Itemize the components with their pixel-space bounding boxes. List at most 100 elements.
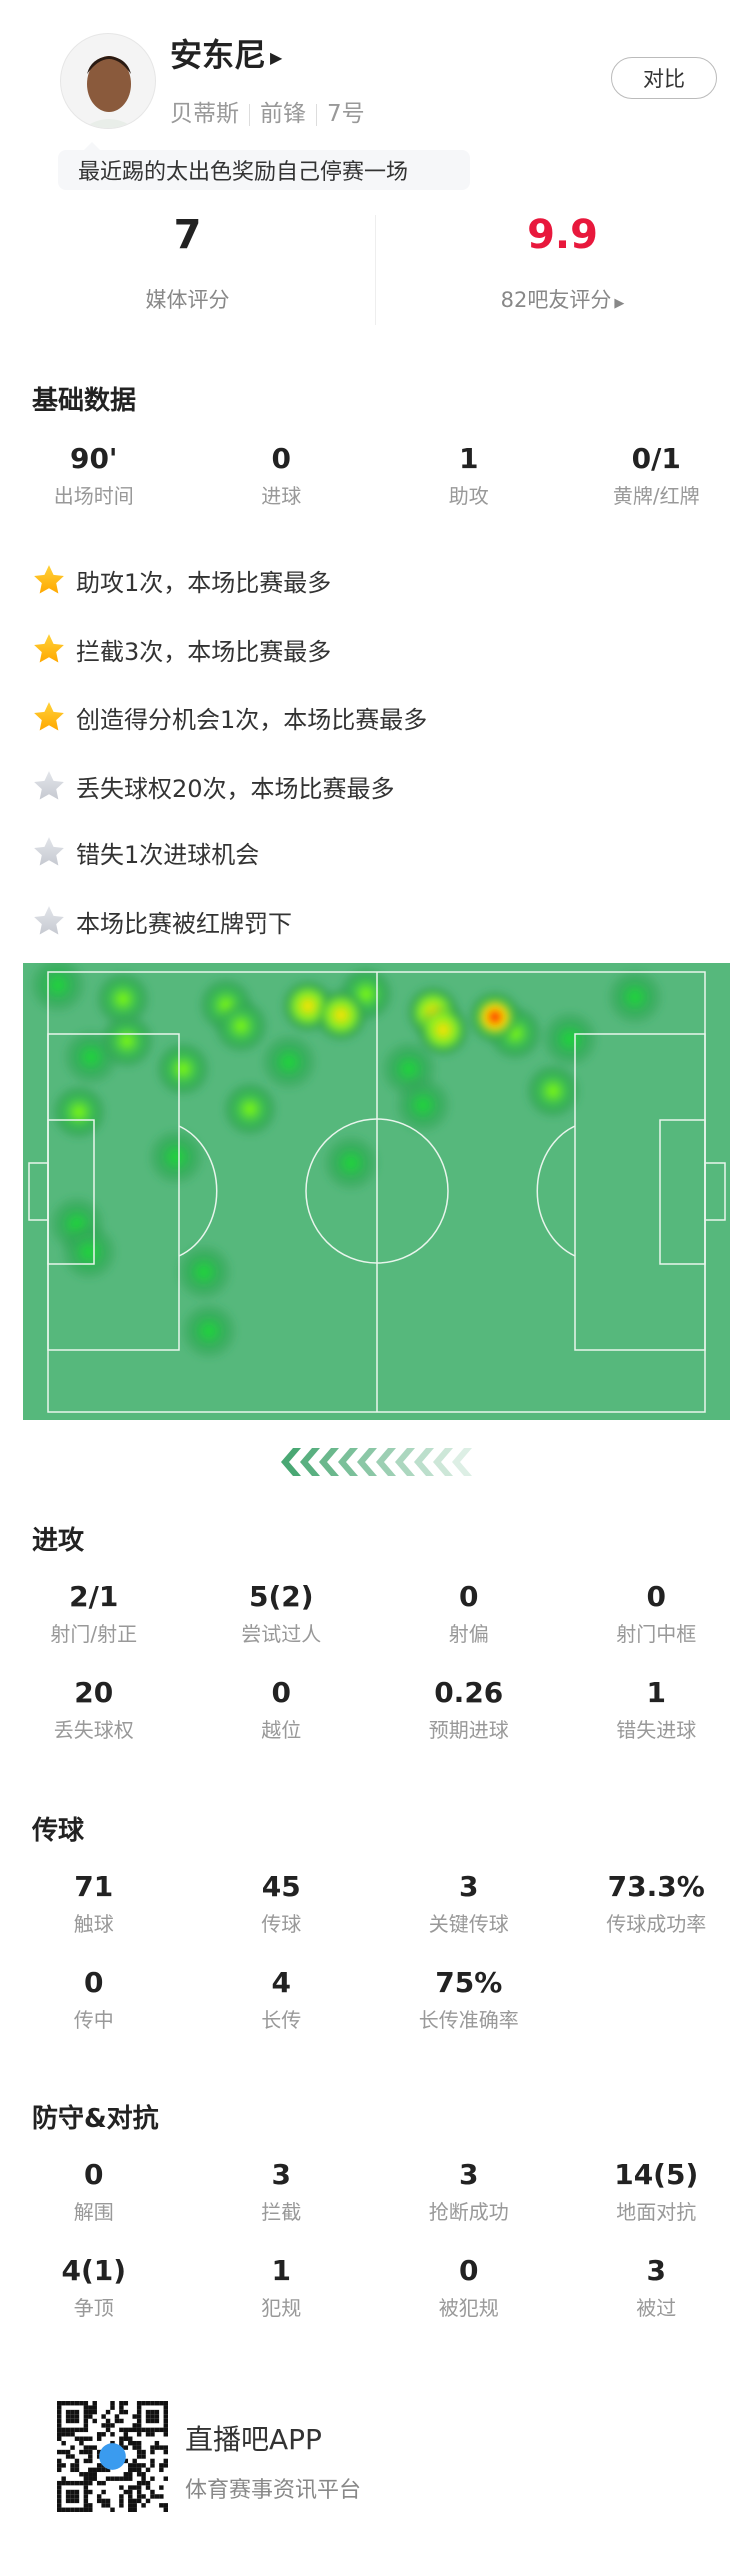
app-slogan: 体育赛事资讯平台 bbox=[185, 2478, 362, 2503]
heat-spot bbox=[417, 1004, 469, 1056]
stat-value: 2/1 bbox=[69, 1580, 119, 1613]
stat-value: 0 bbox=[459, 1580, 479, 1613]
stat-value: 5(2) bbox=[248, 1580, 314, 1613]
highlight-item: 本场比赛被红牌罚下 bbox=[32, 901, 292, 941]
stat-value: 71 bbox=[74, 1870, 114, 1903]
stat-value: 90' bbox=[69, 442, 118, 475]
section-title: 防守&对抗 bbox=[32, 2104, 159, 2134]
stat-cell: 5(2) 尝试过人 bbox=[188, 1580, 376, 1647]
heat-spot bbox=[174, 1242, 234, 1302]
stat-label: 长传准确率 bbox=[418, 2008, 519, 2032]
heat-spot bbox=[605, 967, 665, 1027]
heat-spot bbox=[527, 1065, 579, 1117]
stat-value: 0 bbox=[84, 2158, 104, 2191]
heat-spot bbox=[475, 997, 515, 1037]
stat-label: 越位 bbox=[261, 1718, 302, 1742]
stat-label: 错失进球 bbox=[616, 1718, 697, 1742]
play-arrow-icon: ▶ bbox=[614, 296, 625, 311]
highlight-item: 创造得分机会1次，本场比赛最多 bbox=[32, 697, 427, 737]
position: 前锋 bbox=[260, 101, 306, 127]
stat-label: 射门中框 bbox=[616, 1622, 697, 1646]
compare-button[interactable]: 对比 bbox=[611, 57, 717, 99]
stat-value: 0 bbox=[271, 442, 291, 475]
stat-label: 进球 bbox=[261, 484, 302, 508]
star-icon bbox=[34, 702, 64, 731]
qr-code bbox=[57, 2401, 168, 2512]
stat-cell: 1 助攻 bbox=[375, 442, 563, 509]
section-title-basic: 基础数据 bbox=[32, 386, 137, 416]
heat-spot bbox=[97, 973, 149, 1025]
stats-row: 20 丢失球权 0 越位 0.26 预期进球 1 错失进球 bbox=[0, 1676, 750, 1743]
stat-label: 抢断成功 bbox=[428, 2200, 509, 2224]
highlight-text: 创造得分机会1次，本场比赛最多 bbox=[76, 705, 428, 734]
stat-cell: 90' 出场时间 bbox=[0, 442, 188, 509]
stat-value: 3 bbox=[646, 2254, 666, 2287]
heatmap-pitch bbox=[23, 963, 730, 1420]
heat-spot bbox=[179, 1301, 239, 1361]
divider bbox=[375, 215, 376, 325]
star-icon bbox=[34, 771, 64, 800]
highlight-text: 本场比赛被红牌罚下 bbox=[76, 909, 292, 938]
chevron-left-icon bbox=[281, 1448, 301, 1476]
star-icon bbox=[34, 634, 64, 663]
stat-value: 4(1) bbox=[61, 2254, 127, 2287]
stats-row: 4(1) 争顶 1 犯规 0 被犯规 3 被过 bbox=[0, 2254, 750, 2321]
stat-cell: 3 拦截 bbox=[188, 2158, 376, 2225]
stat-cell: 14(5) 地面对抗 bbox=[563, 2158, 750, 2225]
stats-row: 2/1 射门/射正 5(2) 尝试过人 0 射偏 0 射门中框 bbox=[0, 1580, 750, 1647]
player-info: 贝蒂斯 前锋 7号 bbox=[170, 94, 365, 128]
chevron-left-icon bbox=[433, 1448, 453, 1476]
stat-label: 助攻 bbox=[448, 484, 489, 508]
chevron-left-icon bbox=[395, 1448, 415, 1476]
stat-value: 20 bbox=[74, 1676, 114, 1709]
stat-label: 传球成功率 bbox=[606, 1912, 707, 1936]
highlight-item: 拦截3次，本场比赛最多 bbox=[32, 629, 331, 669]
stat-value: 1 bbox=[271, 2254, 291, 2287]
stat-label: 黄牌/红牌 bbox=[612, 484, 700, 508]
stat-label: 射门/射正 bbox=[50, 1622, 138, 1646]
stat-value: 45 bbox=[261, 1870, 301, 1903]
stat-cell: 0 传中 bbox=[0, 1966, 188, 2033]
stat-cell: 4 长传 bbox=[188, 1966, 376, 2033]
stat-label: 射偏 bbox=[448, 1622, 489, 1646]
stat-value: 14(5) bbox=[614, 2158, 699, 2191]
stat-cell: 2/1 射门/射正 bbox=[0, 1580, 188, 1647]
heat-spot bbox=[540, 1009, 600, 1069]
stat-cell: 20 丢失球权 bbox=[0, 1676, 188, 1743]
stat-label: 犯规 bbox=[261, 2296, 302, 2320]
player-name[interactable]: 安东尼 ▶ bbox=[170, 36, 283, 74]
heat-spot bbox=[59, 1222, 119, 1282]
highlight-text: 助攻1次，本场比赛最多 bbox=[76, 568, 332, 597]
heat-spot bbox=[157, 1043, 209, 1095]
stat-cell: 0 射门中框 bbox=[563, 1580, 750, 1647]
stat-label: 被犯规 bbox=[438, 2296, 499, 2320]
stat-label: 尝试过人 bbox=[241, 1622, 322, 1646]
stat-value: 0.26 bbox=[434, 1676, 504, 1709]
highlight-item: 错失1次进球机会 bbox=[32, 832, 259, 872]
comment-bubble: 最近踢的太出色奖励自己停赛一场 bbox=[58, 142, 470, 190]
shirt-number: 7号 bbox=[327, 101, 365, 127]
stat-label: 争顶 bbox=[73, 2296, 114, 2320]
chevron-left-icon bbox=[357, 1448, 377, 1476]
star-icon bbox=[34, 837, 64, 866]
stat-cell: 73.3% 传球成功率 bbox=[563, 1870, 750, 1937]
highlight-item: 助攻1次，本场比赛最多 bbox=[32, 560, 331, 600]
chevron-left-icon bbox=[300, 1448, 320, 1476]
stat-value: 0 bbox=[84, 1966, 104, 1999]
left-goal bbox=[28, 1162, 49, 1221]
stat-label: 关键传球 bbox=[428, 1912, 509, 1936]
stat-cell: 3 被过 bbox=[563, 2254, 750, 2321]
heat-spot bbox=[259, 1032, 319, 1092]
highlight-text: 拦截3次，本场比赛最多 bbox=[76, 637, 332, 666]
fan-rating[interactable]: 9.9 82吧友评分 ▶ bbox=[500, 212, 625, 312]
stat-cell: 0 解围 bbox=[0, 2158, 188, 2225]
stat-cell: 3 抢断成功 bbox=[375, 2158, 563, 2225]
stat-label: 被过 bbox=[636, 2296, 677, 2320]
heat-spot bbox=[224, 1083, 276, 1135]
heat-spot bbox=[315, 989, 367, 1041]
basic-stats: 90' 出场时间 0 进球 1 助攻 0/1 黄牌/红牌 bbox=[0, 442, 750, 509]
stat-label: 预期进球 bbox=[428, 1718, 509, 1742]
left-penalty-arc bbox=[178, 1125, 218, 1257]
stats-row: 0 解围 3 拦截 3 抢断成功 14(5) 地面对抗 bbox=[0, 2158, 750, 2225]
heat-spot bbox=[28, 963, 88, 1015]
